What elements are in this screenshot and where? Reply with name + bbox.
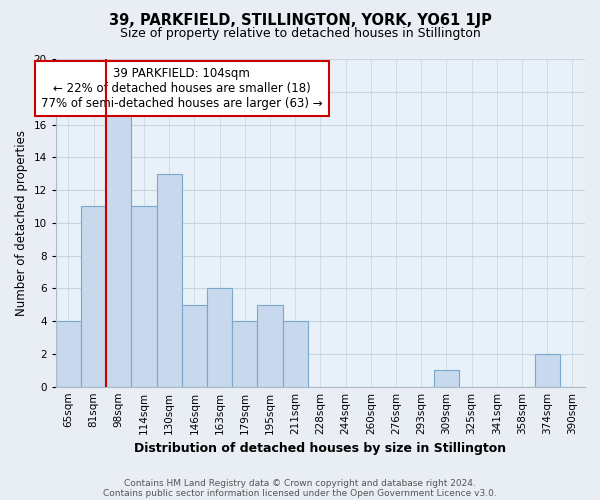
Text: Size of property relative to detached houses in Stillington: Size of property relative to detached ho… bbox=[119, 28, 481, 40]
Bar bbox=[232, 321, 257, 386]
Text: 39, PARKFIELD, STILLINGTON, YORK, YO61 1JP: 39, PARKFIELD, STILLINGTON, YORK, YO61 1… bbox=[109, 12, 491, 28]
Text: 39 PARKFIELD: 104sqm
← 22% of detached houses are smaller (18)
77% of semi-detac: 39 PARKFIELD: 104sqm ← 22% of detached h… bbox=[41, 67, 323, 110]
Bar bbox=[535, 354, 560, 386]
Bar bbox=[257, 305, 283, 386]
Bar bbox=[283, 321, 308, 386]
Bar bbox=[182, 305, 207, 386]
Bar bbox=[157, 174, 182, 386]
Bar bbox=[207, 288, 232, 386]
Text: Contains public sector information licensed under the Open Government Licence v3: Contains public sector information licen… bbox=[103, 488, 497, 498]
Bar bbox=[434, 370, 459, 386]
Bar bbox=[106, 108, 131, 386]
Bar bbox=[131, 206, 157, 386]
Bar bbox=[56, 321, 81, 386]
X-axis label: Distribution of detached houses by size in Stillington: Distribution of detached houses by size … bbox=[134, 442, 506, 455]
Text: Contains HM Land Registry data © Crown copyright and database right 2024.: Contains HM Land Registry data © Crown c… bbox=[124, 478, 476, 488]
Bar bbox=[81, 206, 106, 386]
Y-axis label: Number of detached properties: Number of detached properties bbox=[15, 130, 28, 316]
